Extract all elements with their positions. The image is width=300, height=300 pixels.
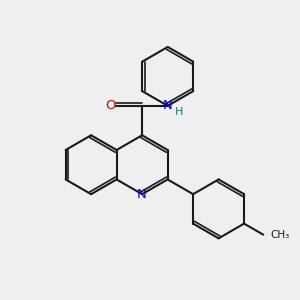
Text: N: N (137, 188, 147, 201)
Text: N: N (163, 99, 172, 112)
Text: H: H (175, 107, 183, 117)
Text: CH₃: CH₃ (271, 230, 290, 240)
Text: O: O (105, 99, 115, 112)
